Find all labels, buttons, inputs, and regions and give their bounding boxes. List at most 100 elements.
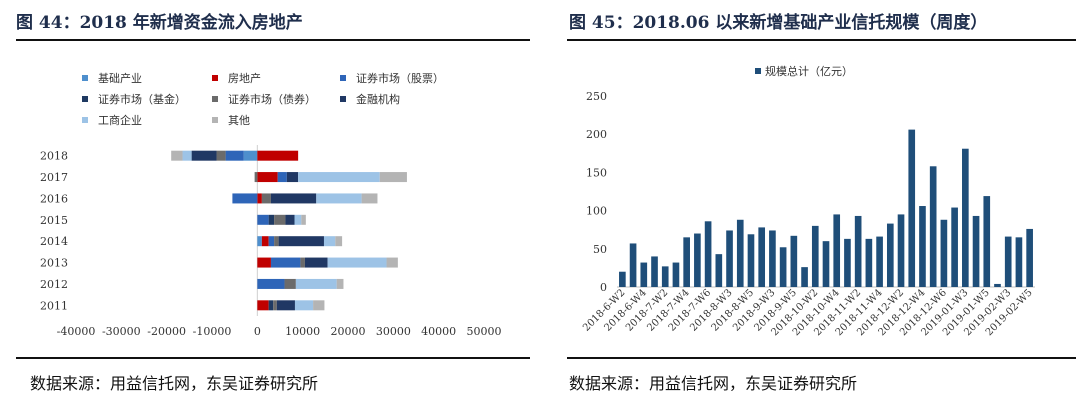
y-tick-label: 2016 <box>40 192 68 205</box>
weekly-bar <box>1015 237 1023 287</box>
left-source-note: 数据来源：用益信托网，东吴证券研究所 <box>30 374 319 393</box>
title-rule <box>16 39 530 41</box>
legend-swatch <box>340 96 346 102</box>
bar-segment <box>313 300 325 311</box>
legend-swatch <box>82 117 88 123</box>
weekly-bar <box>769 230 776 287</box>
bar-segment <box>304 257 328 268</box>
bar-segment <box>277 172 287 183</box>
bar-segment <box>257 172 278 183</box>
bar-segment <box>327 257 387 268</box>
bar-segment <box>257 193 262 204</box>
weekly-bar <box>1026 228 1033 287</box>
bar-segment <box>323 236 336 247</box>
weekly-bar <box>640 262 648 287</box>
weekly-bar <box>940 219 948 287</box>
legend-swatch <box>82 96 88 102</box>
y-tick-label: 2017 <box>40 171 68 184</box>
x-tick-label: 40000 <box>421 325 456 338</box>
y-tick-label: 2014 <box>40 235 68 248</box>
weekly-bar <box>951 207 958 287</box>
bar-segment <box>171 150 183 161</box>
weekly-bar <box>747 234 755 287</box>
weekly-bar <box>683 237 690 287</box>
legend-label: 证券市场（股票） <box>356 71 444 85</box>
bar-segment <box>257 300 269 311</box>
legend-label: 其他 <box>228 114 250 127</box>
y-tick-label: 2015 <box>40 214 68 227</box>
legend-label: 金融机构 <box>356 92 400 106</box>
bar-segment <box>268 214 275 225</box>
bar-segment <box>270 193 317 204</box>
y-tick-label: 200 <box>586 128 607 141</box>
bar-segment <box>257 236 262 247</box>
x-tick-label: -20000 <box>147 325 186 338</box>
bar-segment <box>286 172 299 183</box>
bar-segment <box>284 278 296 289</box>
weekly-bar <box>629 243 637 287</box>
bar-segment <box>268 236 275 247</box>
bar-segment <box>335 236 343 247</box>
weekly-bar-chart: 规模总计（亿元）0501001502002502018-6-W22018-6-W… <box>581 64 1035 338</box>
weekly-bar <box>886 223 894 287</box>
x-tick-label: 20000 <box>331 325 366 338</box>
bar-segment <box>300 257 305 268</box>
source-rule <box>567 357 1076 359</box>
bar-segment <box>261 193 271 204</box>
bar-segment <box>278 236 324 247</box>
legend-label: 房地产 <box>228 71 261 85</box>
legend-swatch <box>212 75 218 81</box>
bar-segment <box>276 300 295 311</box>
right-panel-title: 图 45：2018.06 以来新增基础产业信托规模（周度） <box>569 13 988 33</box>
x-tick-label: -30000 <box>102 325 141 338</box>
weekly-bar <box>972 215 980 287</box>
y-tick-label: 2018 <box>40 150 68 163</box>
x-tick-label: -10000 <box>193 325 232 338</box>
source-rule <box>16 357 530 359</box>
weekly-bar <box>994 283 1001 287</box>
right-panel: 图 45：2018.06 以来新增基础产业信托规模（周度） 规模总计（亿元） 0 5… <box>555 0 1080 408</box>
bar-segment <box>379 172 407 183</box>
weekly-bar <box>715 254 723 287</box>
legend-label: 证券市场（基金） <box>98 92 186 106</box>
weekly-bar <box>919 206 926 287</box>
weekly-bar <box>651 256 658 287</box>
title-rule <box>567 39 1076 41</box>
left-panel: 图 44：2018 年新增资金流入房地产 基础产业 房地产 证券市场（股票） 证券市场… <box>16 13 530 393</box>
bar-segment <box>261 236 269 247</box>
weekly-bar <box>876 236 883 287</box>
weekly-bar <box>822 241 830 287</box>
legend-swatch <box>212 96 218 102</box>
bar-segment <box>273 300 277 311</box>
bar-segment <box>361 193 378 204</box>
bar-segment <box>386 257 398 268</box>
bar-segment <box>301 214 306 225</box>
bar-segment <box>316 193 362 204</box>
weekly-bar <box>779 247 787 287</box>
bar-segment <box>298 172 380 183</box>
bar-segment <box>270 257 301 268</box>
x-tick-label: -40000 <box>57 325 96 338</box>
legend-swatch <box>755 68 761 74</box>
bar-segment <box>216 150 226 161</box>
weekly-bar <box>854 215 862 287</box>
bar-segment <box>257 214 269 225</box>
legend-label: 工商企业 <box>98 113 142 127</box>
weekly-bar <box>983 196 991 287</box>
bar-segment <box>191 150 217 161</box>
weekly-bar <box>661 266 669 287</box>
bar-segment <box>257 150 299 161</box>
bar-segment <box>268 300 274 311</box>
weekly-bar <box>962 148 969 287</box>
x-tick-label: 50000 <box>467 325 502 338</box>
bar-segment <box>182 150 192 161</box>
right-source-note: 数据来源：用益信托网，东吴证券研究所 <box>569 374 858 393</box>
bar-segment <box>254 172 258 183</box>
y-tick-label: 2012 <box>40 278 68 291</box>
weekly-bar <box>908 129 916 287</box>
bar-segment <box>243 150 258 161</box>
y-tick-label: 2013 <box>40 257 68 270</box>
bar-segment <box>274 214 286 225</box>
bar-segment <box>295 278 337 289</box>
